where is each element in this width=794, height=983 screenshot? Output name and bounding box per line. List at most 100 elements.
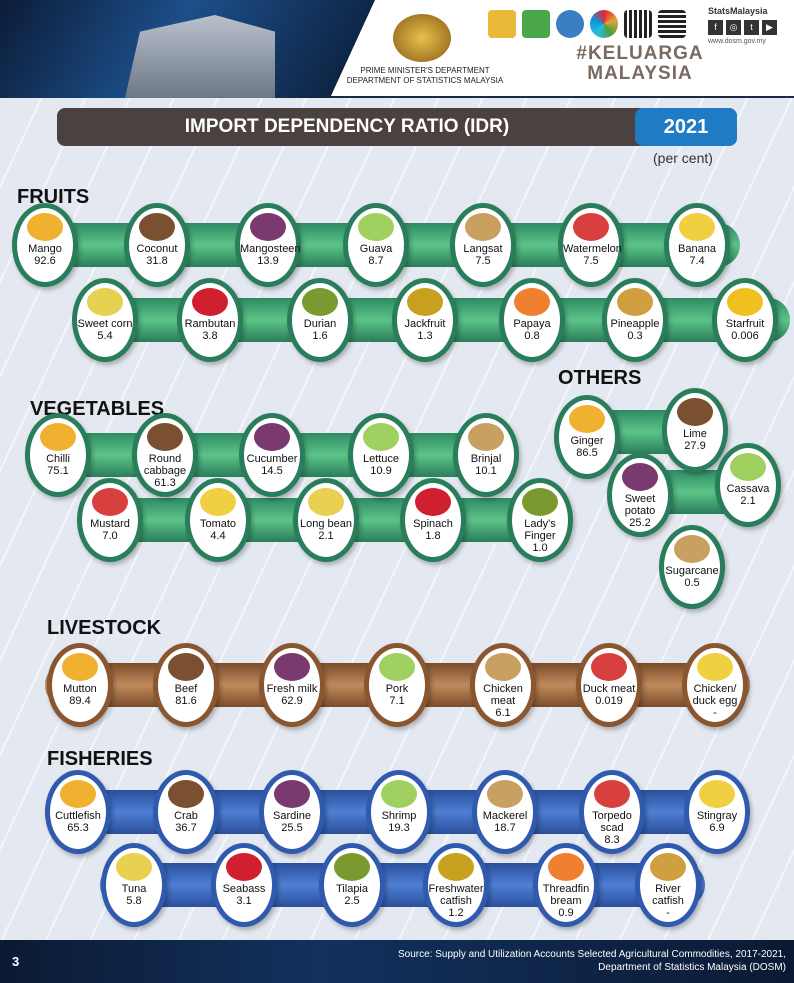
- fisheries-band: [100, 863, 705, 907]
- item-name: Watermelon: [563, 243, 622, 255]
- item-mango: Mango 92.6: [12, 203, 78, 287]
- facebook-icon[interactable]: f: [708, 20, 723, 35]
- freshwater-catfish-icon: [438, 853, 474, 881]
- spinach-icon: [415, 488, 451, 516]
- pineapple-icon: [617, 288, 653, 316]
- department-name: PRIME MINISTER'S DEPARTMENT DEPARTMENT OF…: [340, 66, 510, 86]
- twitter-icon[interactable]: t: [744, 20, 759, 35]
- item-name: Duck meat: [582, 683, 636, 695]
- item-cucumber: Cucumber 14.5: [239, 413, 305, 497]
- item-banana: Banana 7.4: [664, 203, 730, 287]
- website-link[interactable]: www.dosm.gov.my: [708, 38, 766, 45]
- item-value: 36.7: [175, 822, 197, 834]
- footer: 3 Source: Supply and Utilization Account…: [0, 940, 794, 983]
- item-mustard: Mustard 7.0: [77, 478, 143, 562]
- item-name: Rambutan: [184, 318, 236, 330]
- item-name: Mutton: [63, 683, 97, 695]
- item-name: Stingray: [696, 810, 738, 822]
- item-pork: Pork 7.1: [364, 643, 430, 727]
- pork-icon: [379, 653, 415, 681]
- qr-code-icon[interactable]: [658, 10, 686, 38]
- item-value: 5.8: [126, 895, 142, 907]
- item-name: Brinjal: [470, 453, 502, 465]
- item-name: Durian: [303, 318, 337, 330]
- item-value: 0.006: [731, 330, 759, 342]
- item-value: -: [713, 707, 717, 719]
- item-name: Chilli: [46, 453, 70, 465]
- watermelon-icon: [573, 213, 609, 241]
- item-value: 1.0: [532, 542, 548, 554]
- instagram-icon[interactable]: ◎: [726, 20, 741, 35]
- item-name: Banana: [678, 243, 716, 255]
- youtube-icon[interactable]: ▶: [762, 20, 777, 35]
- header-banner: PRIME MINISTER'S DEPARTMENT DEPARTMENT OF…: [0, 0, 794, 98]
- item-river-catfish: River catfish -: [635, 843, 701, 927]
- torpedo-scad-icon: [594, 780, 630, 808]
- item-value: 1.3: [417, 330, 433, 342]
- sardine-icon: [274, 780, 310, 808]
- malaysia-crest-logo: [393, 14, 451, 62]
- item-value: 65.3: [67, 822, 89, 834]
- item-name: Tuna: [121, 883, 147, 895]
- page-number: 3: [12, 954, 20, 969]
- item-value: 81.6: [175, 695, 197, 707]
- item-name: Threadfin bream: [542, 883, 590, 907]
- jackfruit-icon: [407, 288, 443, 316]
- chicken-meat-icon: [485, 653, 521, 681]
- item-name: Sugarcane: [665, 565, 719, 577]
- item-ginger: Ginger 86.5: [554, 395, 620, 479]
- mutton-icon: [62, 653, 98, 681]
- item-lady-s-finger: Lady's Finger 1.0: [507, 478, 573, 562]
- sdg-logo: [590, 10, 618, 38]
- dept-line-2: DEPARTMENT OF STATISTICS MALAYSIA: [346, 76, 504, 85]
- lady-s-finger-icon: [522, 488, 558, 516]
- item-name: Cassava: [726, 483, 770, 495]
- banana-icon: [679, 213, 715, 241]
- item-mutton: Mutton 89.4: [47, 643, 113, 727]
- mangosteen-icon: [250, 213, 286, 241]
- anniversary-logo: [488, 10, 516, 38]
- duck-meat-icon: [591, 653, 627, 681]
- item-name: Ginger: [570, 435, 604, 447]
- item-starfruit: Starfruit 0.006: [712, 278, 778, 362]
- item-name: Freshwater catfish: [428, 883, 484, 907]
- item-name: Crab: [174, 810, 198, 822]
- item-sweet-potato: Sweet potato 25.2: [607, 453, 673, 537]
- papaya-icon: [514, 288, 550, 316]
- unit-label: (per cent): [653, 150, 713, 166]
- census-logo: [556, 10, 584, 38]
- item-cuttlefish: Cuttlefish 65.3: [45, 770, 111, 854]
- threadfin-bream-icon: [548, 853, 584, 881]
- item-durian: Durian 1.6: [287, 278, 353, 362]
- item-value: 19.3: [388, 822, 410, 834]
- item-value: 10.1: [475, 465, 497, 477]
- item-value: 92.6: [34, 255, 56, 267]
- mango-icon: [27, 213, 63, 241]
- qr-code-icon[interactable]: [624, 10, 652, 38]
- item-name: Mustard: [90, 518, 130, 530]
- item-value: 0.5: [684, 577, 700, 589]
- item-name: Pork: [385, 683, 409, 695]
- item-value: 89.4: [69, 695, 91, 707]
- item-name: Round cabbage: [143, 453, 187, 477]
- item-jackfruit: Jackfruit 1.3: [392, 278, 458, 362]
- cucumber-icon: [254, 423, 290, 451]
- item-duck-meat: Duck meat 0.019: [576, 643, 642, 727]
- item-name: Long bean: [300, 518, 352, 530]
- item-value: 5.4: [97, 330, 113, 342]
- item-value: 6.1: [495, 707, 511, 719]
- hies-logo: [522, 10, 550, 38]
- item-sweet-corn: Sweet corn 5.4: [72, 278, 138, 362]
- item-value: 2.1: [318, 530, 334, 542]
- item-name: Langsat: [463, 243, 503, 255]
- sugarcane-icon: [674, 535, 710, 563]
- source-note: Source: Supply and Utilization Accounts …: [398, 948, 786, 974]
- ginger-icon: [569, 405, 605, 433]
- partner-logos: [488, 10, 686, 38]
- item-guava: Guava 8.7: [343, 203, 409, 287]
- river-catfish-icon: [650, 853, 686, 881]
- item-value: 7.1: [389, 695, 405, 707]
- item-value: 62.9: [281, 695, 303, 707]
- item-value: 2.5: [344, 895, 360, 907]
- item-value: 0.019: [595, 695, 623, 707]
